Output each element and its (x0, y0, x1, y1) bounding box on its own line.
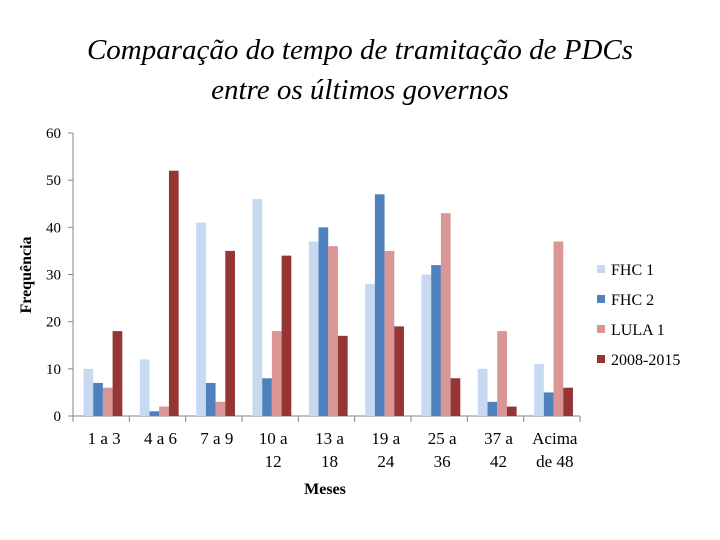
y-tick-label: 50 (46, 173, 61, 189)
legend-label: LULA 1 (611, 322, 665, 339)
x-tick-label: 4 a 6 (144, 429, 177, 448)
bar-fhc-2 (543, 392, 554, 416)
y-axis-title: Frequência (18, 236, 35, 313)
x-tick-label: de 48 (536, 452, 573, 471)
bar-2008-2015 (281, 255, 292, 416)
bar-lula-1 (553, 241, 564, 416)
bar-fhc-1 (365, 283, 375, 416)
bar-2008-2015 (112, 331, 123, 416)
bar-fhc-2 (262, 378, 272, 416)
bar-2008-2015 (563, 387, 573, 416)
x-tick-label: 37 a (484, 429, 513, 448)
y-tick-label: 40 (46, 220, 61, 236)
bar-fhc-1 (196, 222, 206, 416)
x-tick-label: 7 a 9 (200, 429, 233, 448)
bar-fhc-2 (93, 382, 103, 416)
bar-lula-1 (440, 213, 451, 416)
bar-lula-1 (497, 331, 507, 416)
bar-2008-2015 (168, 170, 179, 416)
x-tick-label: 12 (265, 452, 282, 471)
bar-fhc-2 (487, 401, 498, 416)
bar-lula-1 (102, 387, 113, 416)
bar-fhc-1 (421, 274, 432, 416)
bar-lula-1 (328, 246, 338, 416)
bar-2008-2015 (225, 250, 235, 416)
legend-label: 2008-2015 (611, 352, 680, 369)
bar-fhc-1 (252, 199, 263, 416)
y-tick-label: 0 (54, 409, 62, 425)
bar-fhc-2 (374, 194, 385, 416)
bar-2008-2015 (506, 406, 517, 416)
bar-fhc-1 (534, 364, 544, 416)
x-tick-label: 10 a (259, 429, 288, 448)
x-tick-label: 13 a (315, 429, 344, 448)
x-tick-label: 1 a 3 (88, 429, 121, 448)
bar-lula-1 (159, 406, 169, 416)
legend-label: FHC 2 (611, 292, 654, 309)
chart-title: Comparação do tempo de tramitação de PDC… (0, 30, 720, 110)
bar-fhc-2 (431, 265, 441, 416)
bar-lula-1 (215, 401, 226, 416)
x-tick-label: 25 a (428, 429, 457, 448)
chart-title-line-1: Comparação do tempo de tramitação de PDC… (86, 34, 634, 66)
bar-lula-1 (384, 250, 395, 416)
x-tick-label: 24 (377, 452, 395, 471)
bar-lula-1 (271, 331, 282, 416)
bar-fhc-1 (477, 368, 488, 416)
legend-swatch (597, 355, 605, 363)
bar-2008-2015 (337, 335, 348, 416)
x-tick-label: 19 a (371, 429, 400, 448)
legend-swatch (597, 295, 605, 303)
chart-title-line-2: entre os últimos governos (211, 74, 509, 106)
x-tick-label: 18 (321, 452, 338, 471)
legend-swatch (597, 325, 605, 333)
bar-fhc-2 (149, 411, 160, 416)
y-tick-label: 60 (46, 126, 61, 142)
y-tick-label: 30 (46, 268, 61, 284)
bar-2008-2015 (394, 326, 404, 416)
x-axis-title: Meses (304, 481, 346, 498)
bar-fhc-1 (308, 241, 319, 416)
legend-label: FHC 1 (611, 262, 654, 279)
y-tick-label: 20 (46, 315, 61, 331)
bar-fhc-2 (205, 382, 216, 416)
y-tick-label: 10 (46, 362, 61, 378)
bar-fhc-1 (139, 359, 150, 416)
bar-fhc-1 (83, 368, 94, 416)
bar-fhc-2 (318, 227, 329, 416)
bar-2008-2015 (450, 378, 461, 416)
x-tick-label: 42 (490, 452, 507, 471)
x-tick-label: Acima (532, 429, 578, 448)
legend-swatch (597, 265, 605, 273)
x-tick-label: 36 (434, 452, 451, 471)
